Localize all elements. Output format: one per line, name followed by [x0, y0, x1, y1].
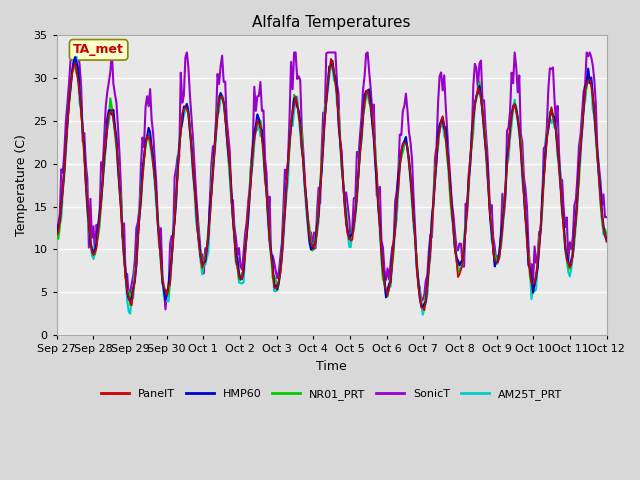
- X-axis label: Time: Time: [316, 360, 347, 372]
- Title: Alfalfa Temperatures: Alfalfa Temperatures: [252, 15, 411, 30]
- Y-axis label: Temperature (C): Temperature (C): [15, 134, 28, 236]
- Text: TA_met: TA_met: [73, 43, 124, 56]
- Legend: PanelT, HMP60, NR01_PRT, SonicT, AM25T_PRT: PanelT, HMP60, NR01_PRT, SonicT, AM25T_P…: [97, 384, 566, 404]
